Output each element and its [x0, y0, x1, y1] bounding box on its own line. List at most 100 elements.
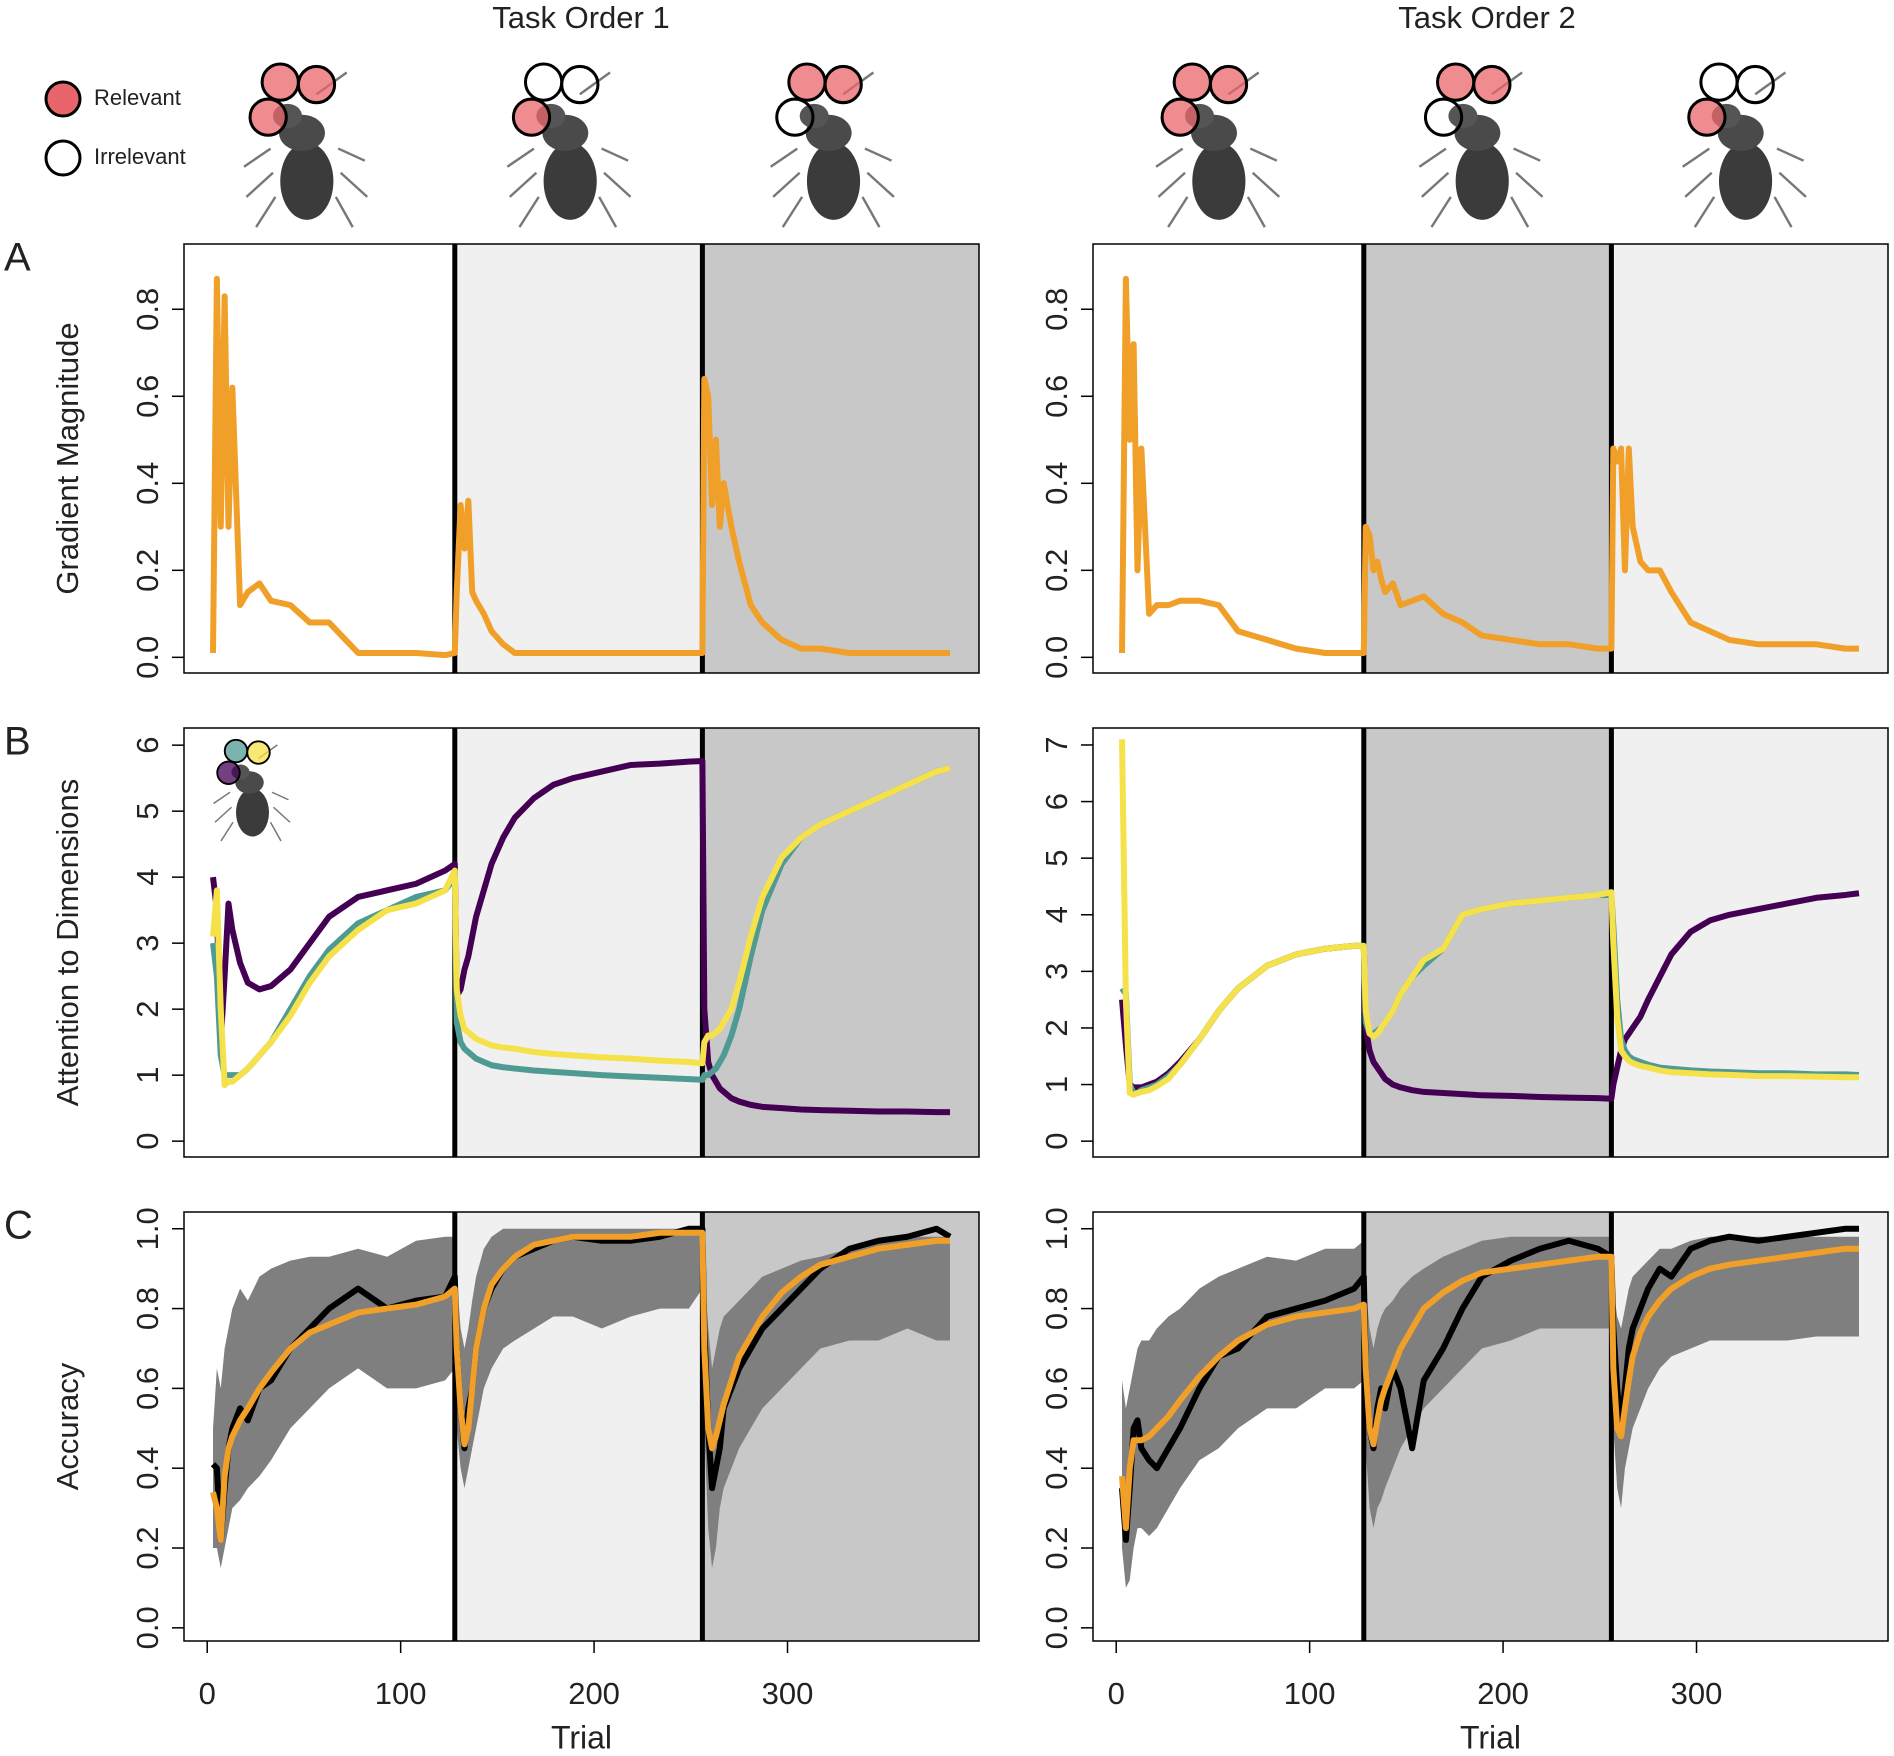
y-tick-label: 2: [1039, 1019, 1074, 1036]
beetle-icon: [213, 738, 291, 842]
beetle-leg: [220, 821, 234, 842]
y-tick-label: 3: [130, 935, 165, 952]
beetle-elytra: [543, 142, 597, 220]
dimension-circle: [1172, 62, 1212, 102]
beetle-icon: [1682, 62, 1807, 228]
beetle-leg: [1249, 147, 1278, 162]
dimension-circle: [1423, 97, 1464, 137]
phase-background: [702, 244, 979, 673]
beetle-leg: [1693, 196, 1716, 228]
beetle-leg: [866, 171, 895, 198]
beetle-leg: [1155, 147, 1184, 168]
dimension-circle: [1160, 97, 1200, 137]
legend-swatch: [44, 80, 82, 118]
data-line: [210, 765, 951, 1089]
beetle-icon: [1418, 62, 1544, 228]
beetle-leg: [337, 147, 366, 162]
y-tick-label: 0.4: [1039, 1447, 1074, 1490]
phase-background: [702, 728, 979, 1157]
y-tick-label: 2: [130, 1001, 165, 1018]
y-tick-label: 0: [1039, 1133, 1074, 1150]
y-tick-label: 0.2: [1039, 1526, 1074, 1569]
data-line: [210, 275, 950, 659]
beetle-leg: [781, 196, 804, 228]
dimension-circle: [1699, 62, 1739, 102]
beetle-icon: [243, 62, 369, 228]
beetle-elytra: [1718, 142, 1773, 220]
beetle-leg: [1684, 171, 1713, 198]
dimension-circle: [1472, 64, 1512, 105]
dimension-circle: [511, 97, 552, 137]
beetle-leg: [1510, 196, 1530, 228]
beetle-leg: [243, 147, 272, 168]
beetle-elytra: [1192, 142, 1246, 220]
y-tick-label: 4: [130, 869, 165, 886]
y-tick-label: 0.2: [1039, 549, 1074, 592]
y-tick-label: 5: [130, 803, 165, 820]
beetle-leg: [1430, 196, 1452, 228]
dimension-circle: [560, 64, 600, 105]
beetle-leg: [334, 196, 354, 228]
y-axis-title: Attention to Dimensions: [50, 779, 85, 1106]
y-tick-label: 0.0: [130, 636, 165, 679]
plot-frame: [183, 243, 980, 674]
y-tick-label: 0.0: [1039, 636, 1074, 679]
phase-background: [454, 728, 703, 1157]
y-tick-label: 0.8: [1039, 288, 1074, 331]
uncertainty-band: [1122, 1236, 1859, 1588]
beetle-leg: [1157, 171, 1186, 198]
y-tick-label: 0: [130, 1133, 165, 1150]
beetle-icon: [770, 62, 895, 228]
y-axis-title: Gradient Magnitude: [50, 322, 85, 594]
beetle-elytra: [1455, 142, 1509, 220]
panel-letter: C: [4, 1204, 33, 1248]
beetle-leg: [518, 196, 540, 228]
y-tick-label: 6: [1039, 793, 1074, 810]
y-tick-label: 0.8: [1039, 1287, 1074, 1330]
y-tick-label: 6: [130, 737, 165, 754]
beetle-icon: [1155, 62, 1281, 228]
beetle-leg: [772, 171, 801, 198]
beetle-leg: [598, 196, 618, 228]
beetle-leg: [601, 147, 629, 162]
data-line: [210, 1229, 950, 1544]
beetle-leg: [579, 71, 611, 96]
dimension-circle: [1436, 62, 1476, 102]
beetle-leg: [1421, 171, 1450, 198]
phase-background: [1611, 728, 1888, 1157]
y-tick-label: 0.8: [130, 1287, 165, 1330]
beetle-leg: [339, 171, 369, 198]
beetle-leg: [861, 196, 881, 228]
data-line: [1119, 739, 1859, 1098]
beetle-leg: [1682, 147, 1711, 168]
beetle-elytra: [236, 788, 269, 837]
beetle-leg: [1513, 147, 1541, 162]
beetle-icon: [506, 62, 632, 228]
plot-frame: [183, 1211, 980, 1642]
beetle-leg: [1773, 196, 1793, 228]
phase-background: [1611, 244, 1888, 673]
y-tick-label: 0.6: [130, 1367, 165, 1410]
plot-frame: [1092, 243, 1889, 674]
x-tick-label: 100: [1284, 1676, 1336, 1711]
dimension-circle: [1687, 97, 1727, 137]
column-title: Task Order 2: [1398, 0, 1575, 35]
beetle-leg: [1418, 147, 1447, 168]
dimension-circle: [1735, 64, 1775, 105]
y-tick-label: 1: [130, 1067, 165, 1084]
x-axis-title: Trial: [1460, 1719, 1521, 1755]
y-tick-label: 0.2: [130, 549, 165, 592]
beetle-leg: [1515, 171, 1544, 198]
y-tick-label: 1.0: [130, 1207, 165, 1250]
y-tick-label: 0.4: [130, 1447, 165, 1490]
x-tick-label: 0: [199, 1676, 216, 1711]
y-tick-label: 0.4: [1039, 462, 1074, 505]
y-tick-label: 0.4: [130, 462, 165, 505]
y-tick-label: 7: [1039, 736, 1074, 753]
plot-frame: [1092, 1211, 1889, 1642]
beetle-leg: [508, 171, 538, 198]
dimension-circle: [223, 738, 249, 764]
y-tick-label: 0.0: [1039, 1606, 1074, 1649]
y-tick-label: 0.6: [1039, 375, 1074, 418]
